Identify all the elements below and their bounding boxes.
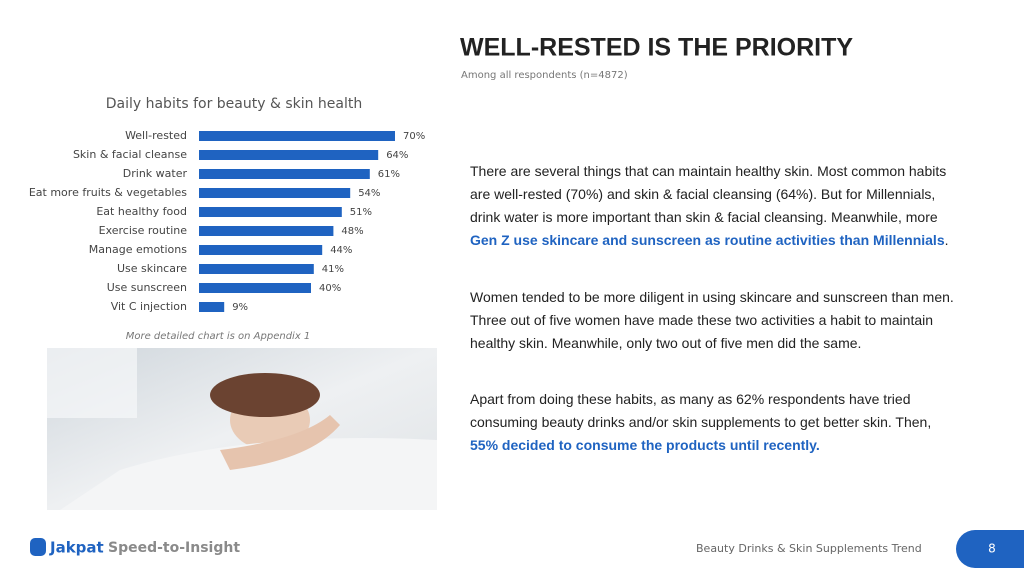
chart-note: More detailed chart is on Appendix 1: [126, 331, 311, 342]
category-label: Use skincare: [117, 262, 187, 275]
paragraph: There are several things that can mainta…: [470, 160, 960, 252]
value-label: 61%: [378, 169, 400, 180]
page-badge: [956, 530, 1024, 568]
text: .: [944, 232, 949, 248]
category-label: Eat more fruits & vegetables: [29, 186, 187, 199]
category-label: Use sunscreen: [107, 281, 187, 294]
category-label: Well-rested: [125, 129, 187, 142]
value-label: 40%: [319, 283, 341, 294]
category-label: Manage emotions: [89, 243, 187, 256]
chart-title: Daily habits for beauty & skin health: [106, 96, 363, 112]
value-label: 64%: [386, 150, 408, 161]
bar: [199, 131, 395, 141]
bar: [199, 226, 334, 236]
value-label: 70%: [403, 131, 425, 142]
text: There are several things that can mainta…: [470, 163, 947, 225]
value-label: 48%: [341, 226, 363, 237]
bar: [199, 264, 314, 274]
value-label: 51%: [350, 207, 372, 218]
bar: [199, 207, 342, 217]
logo: Jakpat Speed-to-Insight: [30, 538, 240, 557]
bar: [199, 169, 370, 179]
report-name: Beauty Drinks & Skin Supplements Trend: [696, 542, 922, 555]
category-label: Eat healthy food: [96, 205, 187, 218]
highlight-text: Gen Z use skincare and sunscreen as rout…: [470, 232, 945, 248]
page-number: 8: [988, 542, 996, 556]
category-label: Exercise routine: [99, 224, 188, 237]
text: Apart from doing these habits, as many a…: [470, 391, 932, 430]
slide-title: WELL-RESTED IS THE PRIORITY: [460, 34, 853, 62]
value-label: 41%: [322, 264, 344, 275]
bar: [199, 302, 225, 312]
highlight-text: 55% decided to consume the products unti…: [470, 437, 820, 453]
bar: [199, 245, 323, 255]
photo: [47, 348, 437, 510]
category-label: Vit C injection: [111, 300, 187, 313]
value-label: 9%: [232, 302, 248, 313]
brand: Jakpat: [49, 539, 104, 557]
value-label: 54%: [358, 188, 380, 199]
category-label: Skin & facial cleanse: [73, 148, 187, 161]
value-label: 44%: [330, 245, 352, 256]
slide-subtitle: Among all respondents (n=4872): [461, 70, 628, 81]
bar: [199, 188, 351, 198]
category-label: Drink water: [123, 167, 188, 180]
paragraph: Women tended to be more diligent in usin…: [470, 286, 960, 355]
tagline: Speed-to-Insight: [108, 540, 240, 556]
bar: [199, 283, 311, 293]
text: Women tended to be more diligent in usin…: [470, 289, 954, 351]
bar: [199, 150, 379, 160]
paragraph: Apart from doing these habits, as many a…: [470, 388, 960, 457]
